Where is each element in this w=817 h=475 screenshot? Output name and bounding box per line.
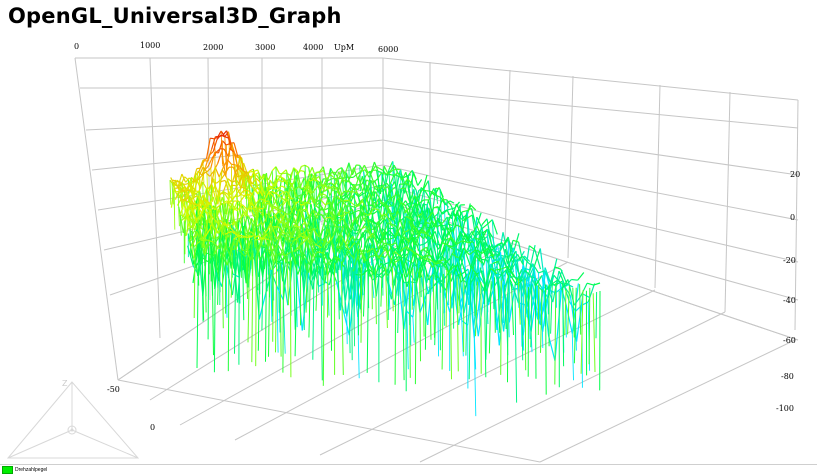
legend-label: Drehzahlpegel xyxy=(15,467,48,473)
x-tick-label: 2000 xyxy=(203,43,223,52)
grid-lines xyxy=(74,57,799,463)
x-tick-label: 0 xyxy=(74,42,79,51)
legend: Drehzahlpegel xyxy=(2,466,47,474)
z-tick-label: -20 xyxy=(783,256,796,265)
surface-mesh xyxy=(169,130,601,417)
x-tick-label: 3000 xyxy=(255,43,275,52)
z-tick-label: -60 xyxy=(783,336,796,345)
x-tick-label: 1000 xyxy=(140,41,160,50)
orientation-triad[interactable]: Z xyxy=(6,379,140,459)
status-divider xyxy=(0,464,817,465)
y-tick-label: -50 xyxy=(107,385,120,394)
chart-title: OpenGL_Universal3D_Graph xyxy=(8,4,342,28)
x-axis-label: UpM xyxy=(334,43,354,52)
z-tick-label: 20 xyxy=(790,170,800,179)
y-tick-label: 0 xyxy=(150,423,155,432)
tick-labels: 0 1000 2000 3000 4000 6000 UpM 20 0 -20 -40 -60 -80 -… xyxy=(74,41,800,432)
legend-swatch xyxy=(2,466,13,474)
orientation-axis-label: Z xyxy=(62,379,68,388)
z-tick-label: 0 xyxy=(790,213,795,222)
x-tick-label: 6000 xyxy=(378,45,398,54)
z-tick-label: -80 xyxy=(781,372,794,381)
z-tick-label: -100 xyxy=(776,404,794,413)
x-tick-label: 4000 xyxy=(303,43,323,52)
z-tick-label: -40 xyxy=(783,296,796,305)
